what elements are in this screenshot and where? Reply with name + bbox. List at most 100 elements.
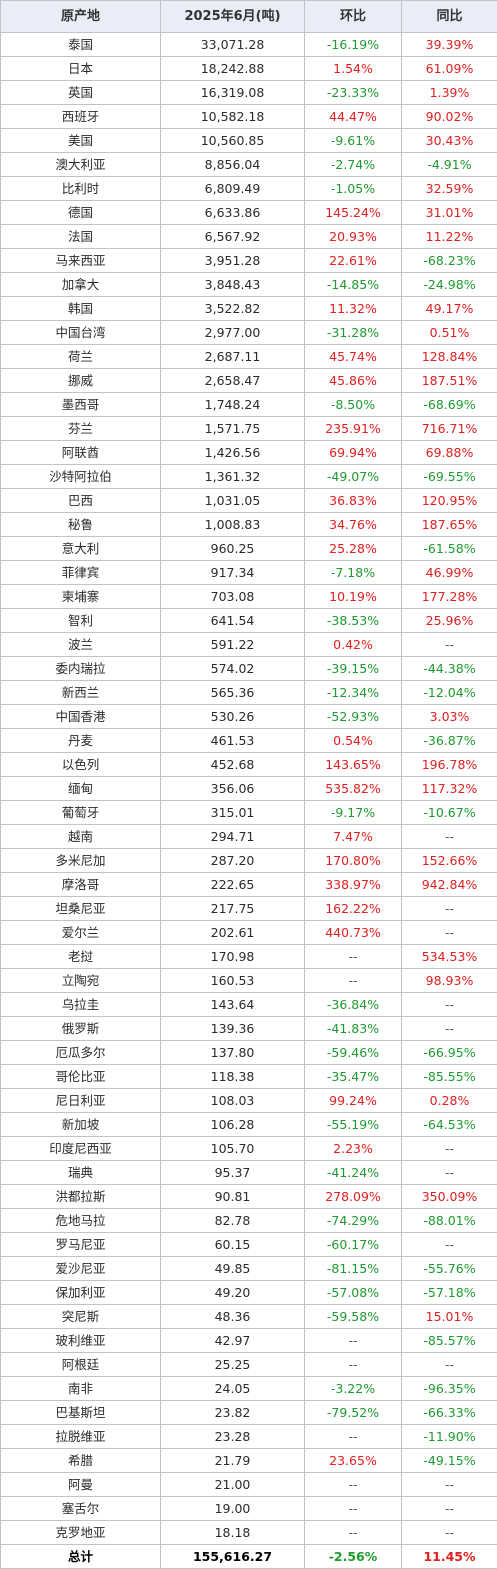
cell-mom: 170.80% xyxy=(305,849,402,873)
cell-yoy: -96.35% xyxy=(402,1377,497,1401)
cell-yoy: 90.02% xyxy=(402,105,497,129)
cell-volume: 565.36 xyxy=(161,681,305,705)
cell-yoy: -10.67% xyxy=(402,801,497,825)
cell-yoy: -- xyxy=(402,1137,497,1161)
cell-mom: -49.07% xyxy=(305,465,402,489)
cell-mom: -- xyxy=(305,1473,402,1497)
cell-mom: -- xyxy=(305,1425,402,1449)
cell-volume: 315.01 xyxy=(161,801,305,825)
cell-volume: 1,748.24 xyxy=(161,393,305,417)
cell-mom: -59.46% xyxy=(305,1041,402,1065)
cell-volume: 217.75 xyxy=(161,897,305,921)
cell-origin: 坦桑尼亚 xyxy=(1,897,161,921)
cell-yoy: -11.90% xyxy=(402,1425,497,1449)
cell-volume: 23.82 xyxy=(161,1401,305,1425)
cell-mom: -41.83% xyxy=(305,1017,402,1041)
cell-volume: 452.68 xyxy=(161,753,305,777)
cell-origin: 马来西亚 xyxy=(1,249,161,273)
cell-volume: 95.37 xyxy=(161,1161,305,1185)
cell-origin: 沙特阿拉伯 xyxy=(1,465,161,489)
cell-mom: 11.32% xyxy=(305,297,402,321)
cell-yoy: 196.78% xyxy=(402,753,497,777)
cell-origin: 塞舌尔 xyxy=(1,1497,161,1521)
cell-volume: 6,567.92 xyxy=(161,225,305,249)
cell-yoy: 1.39% xyxy=(402,81,497,105)
cell-yoy: -24.98% xyxy=(402,273,497,297)
cell-volume: 1,031.05 xyxy=(161,489,305,513)
cell-volume: 48.36 xyxy=(161,1305,305,1329)
cell-volume: 21.79 xyxy=(161,1449,305,1473)
cell-origin: 荷兰 xyxy=(1,345,161,369)
cell-mom: 145.24% xyxy=(305,201,402,225)
cell-mom: 278.09% xyxy=(305,1185,402,1209)
cell-yoy: 46.99% xyxy=(402,561,497,585)
cell-origin: 西班牙 xyxy=(1,105,161,129)
cell-mom: -8.50% xyxy=(305,393,402,417)
cell-mom: 69.94% xyxy=(305,441,402,465)
cell-origin: 比利时 xyxy=(1,177,161,201)
cell-volume: 641.54 xyxy=(161,609,305,633)
cell-yoy: 177.28% xyxy=(402,585,497,609)
cell-yoy: -61.58% xyxy=(402,537,497,561)
cell-yoy: -- xyxy=(402,1497,497,1521)
cell-yoy: -- xyxy=(402,1161,497,1185)
cell-mom: 34.76% xyxy=(305,513,402,537)
cell-yoy: 49.17% xyxy=(402,297,497,321)
cell-yoy: 942.84% xyxy=(402,873,497,897)
cell-volume: 21.00 xyxy=(161,1473,305,1497)
cell-volume: 10,560.85 xyxy=(161,129,305,153)
cell-volume: 3,951.28 xyxy=(161,249,305,273)
cell-origin: 波兰 xyxy=(1,633,161,657)
cell-origin: 保加利亚 xyxy=(1,1281,161,1305)
cell-volume: 6,633.86 xyxy=(161,201,305,225)
cell-mom: 1.54% xyxy=(305,57,402,81)
cell-origin: 哥伦比亚 xyxy=(1,1065,161,1089)
cell-mom: -23.33% xyxy=(305,81,402,105)
cell-origin: 摩洛哥 xyxy=(1,873,161,897)
cell-yoy: 30.43% xyxy=(402,129,497,153)
header-mom: 环比 xyxy=(305,1,402,33)
cell-origin: 瑞典 xyxy=(1,1161,161,1185)
cell-origin: 越南 xyxy=(1,825,161,849)
cell-mom: 25.28% xyxy=(305,537,402,561)
cell-volume: 1,008.83 xyxy=(161,513,305,537)
cell-yoy: -- xyxy=(402,1233,497,1257)
cell-mom: -- xyxy=(305,969,402,993)
cell-mom: -- xyxy=(305,1497,402,1521)
cell-origin: 洪都拉斯 xyxy=(1,1185,161,1209)
cell-origin: 芬兰 xyxy=(1,417,161,441)
cell-yoy: 98.93% xyxy=(402,969,497,993)
cell-origin: 中国香港 xyxy=(1,705,161,729)
cell-origin: 秘鲁 xyxy=(1,513,161,537)
cell-volume: 105.70 xyxy=(161,1137,305,1161)
cell-origin: 法国 xyxy=(1,225,161,249)
cell-volume: 33,071.28 xyxy=(161,33,305,57)
total-yoy: 11.45% xyxy=(402,1545,497,1569)
cell-yoy: 187.51% xyxy=(402,369,497,393)
cell-origin: 突尼斯 xyxy=(1,1305,161,1329)
cell-yoy: -88.01% xyxy=(402,1209,497,1233)
cell-yoy: -69.55% xyxy=(402,465,497,489)
cell-origin: 澳大利亚 xyxy=(1,153,161,177)
cell-yoy: -68.69% xyxy=(402,393,497,417)
cell-origin: 缅甸 xyxy=(1,777,161,801)
cell-yoy: 187.65% xyxy=(402,513,497,537)
cell-yoy: 15.01% xyxy=(402,1305,497,1329)
cell-mom: 36.83% xyxy=(305,489,402,513)
cell-yoy: 0.51% xyxy=(402,321,497,345)
table-footer: 总计 155,616.27 -2.56% 11.45% xyxy=(1,1545,497,1569)
cell-yoy: 534.53% xyxy=(402,945,497,969)
